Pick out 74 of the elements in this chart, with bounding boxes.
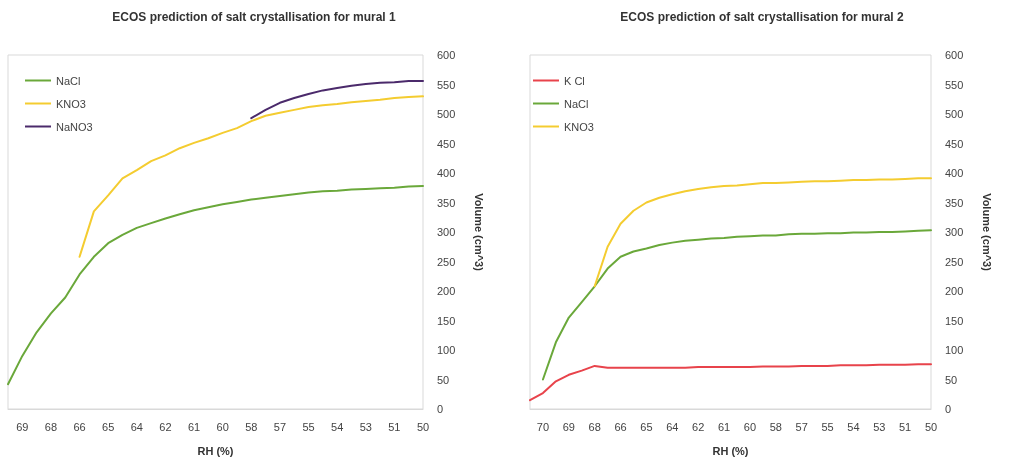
legend-label: NaNO3 — [56, 120, 93, 133]
y-tick-label: 250 — [437, 255, 456, 268]
y-tick-label: 100 — [437, 344, 456, 356]
x-tick-label: 57 — [795, 420, 808, 433]
x-tick-label: 68 — [44, 420, 58, 433]
x-tick-label: 70 — [536, 420, 550, 433]
x-tick-label: 50 — [924, 420, 938, 433]
y-tick-label: 500 — [945, 108, 964, 120]
x-tick-label: 62 — [692, 420, 705, 433]
x-tick-label: 66 — [73, 420, 86, 433]
y-tick-label: 550 — [945, 78, 964, 91]
x-tick-label: 64 — [130, 420, 143, 433]
x-tick-label: 60 — [743, 420, 757, 433]
x-tick-label: 69 — [16, 420, 29, 433]
x-tick-label: 50 — [416, 420, 430, 433]
x-tick-label: 53 — [359, 420, 372, 433]
x-tick-label: 51 — [388, 420, 401, 433]
y-tick-label: 100 — [945, 344, 964, 356]
y-tick-label: 300 — [945, 226, 964, 238]
y-tick-label: 150 — [437, 314, 456, 327]
x-tick-label: 54 — [847, 420, 860, 433]
line-series — [529, 363, 932, 402]
x-tick-label: 69 — [562, 420, 575, 433]
x-tick-label: 51 — [899, 420, 912, 433]
y-tick-label: 500 — [437, 108, 456, 120]
legend-label: KNO3 — [56, 97, 86, 110]
y-tick-label: 0 — [945, 403, 952, 415]
y-axis-title: Volume (cm^3) — [472, 193, 485, 272]
y-tick-label: 450 — [437, 137, 456, 150]
x-tick-label: 65 — [640, 420, 653, 433]
x-tick-label: 54 — [331, 420, 344, 433]
x-tick-label: 61 — [717, 420, 731, 433]
y-tick-label: 250 — [945, 255, 964, 268]
line-series — [250, 79, 424, 120]
x-tick-label: 53 — [873, 420, 886, 433]
y-tick-label: 400 — [945, 167, 964, 179]
y-tick-label: 450 — [945, 137, 964, 150]
y-tick-label: 0 — [437, 403, 444, 415]
x-tick-label: 62 — [159, 420, 172, 433]
legend-label: NaCl — [56, 74, 81, 87]
x-tick-label: 66 — [614, 420, 627, 433]
x-tick-label: 68 — [588, 420, 601, 433]
x-tick-label: 55 — [302, 420, 315, 433]
x-tick-label: 57 — [273, 420, 287, 433]
line-series — [593, 177, 932, 288]
chart-title: ECOS prediction of salt crystallisation for mural 2 — [620, 10, 905, 24]
x-tick-label: 55 — [821, 420, 834, 433]
y-tick-label: 50 — [945, 373, 958, 386]
legend-label: KNO3 — [564, 120, 594, 133]
x-tick-label: 65 — [102, 420, 115, 433]
x-tick-label: 58 — [245, 420, 258, 433]
y-tick-label: 600 — [945, 49, 964, 61]
x-tick-label: 58 — [769, 420, 782, 433]
y-tick-label: 200 — [945, 285, 964, 297]
y-tick-label: 50 — [437, 373, 450, 386]
legend-label: NaCl — [564, 97, 589, 110]
y-axis-title: Volume (cm^3) — [980, 193, 993, 272]
line-series — [541, 229, 932, 381]
line-series — [7, 184, 424, 386]
y-tick-label: 400 — [437, 167, 456, 179]
y-tick-label: 350 — [437, 196, 456, 209]
x-tick-label: 60 — [216, 420, 229, 433]
x-tick-label: 61 — [187, 420, 201, 433]
chart-title: ECOS prediction of salt crystallisation for mural 1 — [112, 10, 397, 24]
x-axis-title: RH (%) — [197, 444, 234, 457]
x-tick-label: 64 — [666, 420, 679, 433]
y-tick-label: 150 — [945, 314, 964, 327]
y-tick-label: 350 — [945, 196, 964, 209]
y-tick-label: 600 — [437, 49, 456, 61]
x-axis-title: RH (%) — [712, 444, 749, 457]
y-tick-label: 550 — [437, 78, 456, 91]
legend-label: K Cl — [564, 74, 585, 87]
y-tick-label: 200 — [437, 285, 456, 297]
y-tick-label: 300 — [437, 226, 456, 238]
